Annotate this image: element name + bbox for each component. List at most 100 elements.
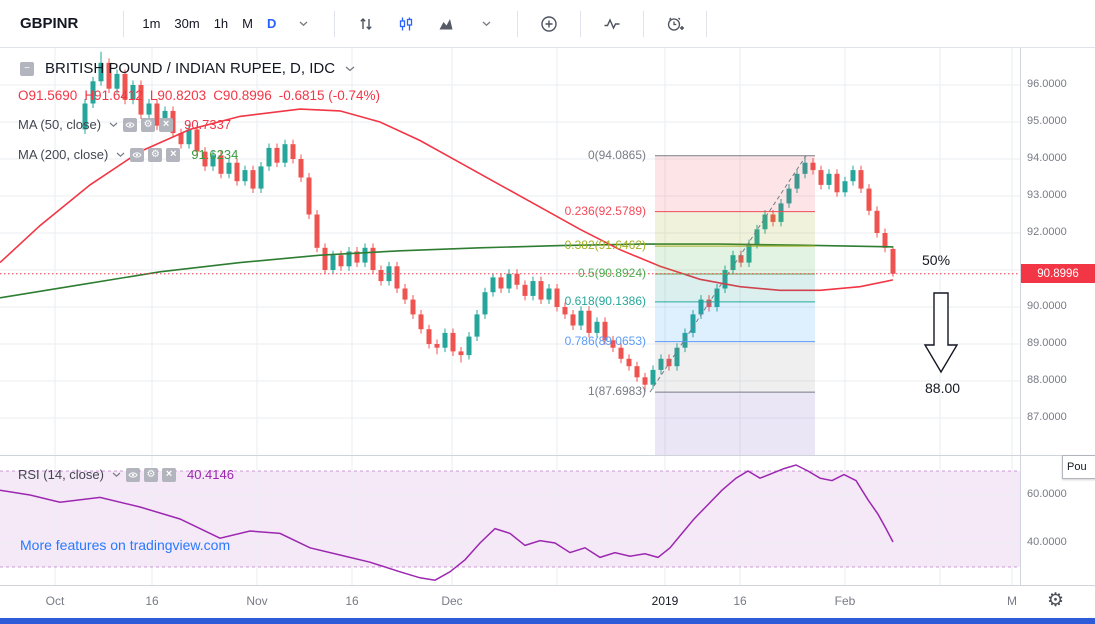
toolbar-separator bbox=[517, 10, 519, 37]
fifty-percent-annotation[interactable]: 50% bbox=[922, 252, 951, 268]
rsi-axis-label: 60.0000 bbox=[1027, 488, 1067, 500]
interval-1m[interactable]: 1m bbox=[142, 16, 161, 31]
close-icon[interactable]: × bbox=[159, 117, 174, 132]
price-axis-label: 94.0000 bbox=[1027, 152, 1067, 164]
settings-gear-icon[interactable]: ⚙ bbox=[143, 467, 158, 482]
fib-level-label[interactable]: 0.5(90.8924) bbox=[577, 265, 646, 280]
rsi-value: 40.4146 bbox=[186, 467, 234, 482]
time-axis-label: 16 bbox=[733, 594, 747, 608]
last-price-tag: 90.8996 bbox=[1021, 264, 1095, 284]
low-value: L90.8203 bbox=[149, 88, 207, 103]
axis-tooltip: Pou bbox=[1062, 455, 1095, 479]
style-dropdown-button[interactable] bbox=[471, 9, 501, 39]
ma50-value: 90.7337 bbox=[184, 117, 232, 132]
toolbar-separator bbox=[706, 10, 708, 37]
chevron-down-icon bbox=[299, 21, 308, 26]
circle-plus-icon bbox=[541, 15, 558, 32]
change-value: -0.6815 (-0.74%) bbox=[278, 88, 381, 103]
time-axis-label: Oct bbox=[45, 594, 65, 608]
close-value: C90.8996 bbox=[213, 88, 272, 103]
price-axis-label: 90.0000 bbox=[1027, 300, 1067, 312]
bottom-accent-bar bbox=[0, 618, 1095, 624]
settings-gear-icon[interactable]: ⚙ bbox=[148, 147, 163, 162]
rsi-pane-canvas[interactable] bbox=[0, 455, 1020, 585]
rsi-legend[interactable]: RSI (14, close) ⚙ × 40.4146 bbox=[18, 467, 234, 482]
price-axis-label: 89.0000 bbox=[1027, 337, 1067, 349]
ma50-line bbox=[0, 108, 894, 292]
settings-gear-icon[interactable]: ⚙ bbox=[141, 117, 156, 132]
price-axis-label: 95.0000 bbox=[1027, 115, 1067, 127]
chevron-down-icon[interactable] bbox=[116, 152, 125, 158]
rsi-line bbox=[0, 464, 894, 581]
time-axis-label: Feb bbox=[834, 594, 856, 608]
area-style-button[interactable] bbox=[431, 9, 461, 39]
price-axis[interactable] bbox=[1020, 48, 1095, 585]
compare-button[interactable] bbox=[534, 9, 564, 39]
top-toolbar: GBPINR 1m 30m 1h M D bbox=[0, 0, 1095, 48]
indicators-squiggle-icon bbox=[604, 17, 620, 30]
candles-layer bbox=[82, 51, 896, 393]
ohlc-bars-icon bbox=[360, 17, 373, 30]
close-icon[interactable]: × bbox=[166, 147, 181, 162]
alert-button[interactable] bbox=[660, 9, 690, 39]
symbol-legend[interactable]: − BRITISH POUND / INDIAN RUPEE, D, IDC bbox=[18, 60, 358, 77]
eye-icon[interactable] bbox=[130, 147, 145, 162]
ma200-line bbox=[0, 243, 894, 299]
eye-icon[interactable] bbox=[125, 467, 140, 482]
collapse-pane-icon[interactable]: − bbox=[20, 61, 34, 76]
ma50-label[interactable]: MA (50, close) bbox=[18, 117, 102, 132]
ma50-legend[interactable]: MA (50, close) ⚙ × 90.7337 bbox=[18, 117, 231, 132]
chevron-down-icon bbox=[482, 21, 491, 26]
down-arrow-annotation[interactable] bbox=[923, 292, 959, 374]
fib-level-label[interactable]: 0.236(92.5789) bbox=[564, 203, 646, 218]
time-axis-label: 16 bbox=[145, 594, 159, 608]
chevron-down-icon[interactable] bbox=[112, 472, 121, 478]
time-axis[interactable] bbox=[0, 585, 1095, 618]
fib-level-label[interactable]: 0.382(91.6462) bbox=[564, 238, 646, 253]
interval-M[interactable]: M bbox=[242, 16, 254, 31]
symbol-title[interactable]: BRITISH POUND / INDIAN RUPEE, D, IDC bbox=[45, 60, 336, 77]
eye-icon[interactable] bbox=[123, 117, 138, 132]
alarm-clock-plus-icon bbox=[667, 17, 684, 31]
fib-level-label[interactable]: 0.786(89.0653) bbox=[564, 333, 646, 348]
price-axis-label: 87.0000 bbox=[1027, 411, 1067, 423]
ma200-label[interactable]: MA (200, close) bbox=[18, 147, 109, 162]
fib-level-label[interactable]: 1(87.6983) bbox=[587, 384, 646, 399]
rsi-label[interactable]: RSI (14, close) bbox=[18, 467, 104, 482]
candles-style-button[interactable] bbox=[391, 9, 421, 39]
interval-D[interactable]: D bbox=[267, 16, 277, 31]
indicators-button[interactable] bbox=[597, 9, 627, 39]
time-axis-label: 16 bbox=[345, 594, 359, 608]
rsi-band bbox=[0, 471, 1020, 567]
main-chart-canvas[interactable] bbox=[0, 48, 1020, 455]
symbol-button[interactable]: GBPINR bbox=[20, 15, 79, 32]
time-axis-label: 2019 bbox=[651, 594, 679, 608]
fib-retracement-drawing[interactable] bbox=[649, 155, 815, 455]
interval-dropdown-button[interactable] bbox=[288, 9, 318, 39]
time-axis-label: Dec bbox=[441, 594, 463, 608]
toolbar-separator bbox=[123, 10, 125, 37]
time-axis-label: Nov bbox=[246, 594, 268, 608]
fib-level-label[interactable]: 0.618(90.1386) bbox=[564, 293, 646, 308]
axis-settings-gear-icon[interactable]: ⚙ bbox=[1047, 590, 1065, 611]
price-target-annotation[interactable]: 88.00 bbox=[925, 380, 961, 396]
price-axis-label: 93.0000 bbox=[1027, 189, 1067, 201]
chevron-down-icon[interactable] bbox=[109, 122, 118, 128]
rsi-axis-label: 40.0000 bbox=[1027, 536, 1067, 548]
area-chart-icon bbox=[439, 18, 453, 29]
ma200-legend[interactable]: MA (200, close) ⚙ × 91.6234 bbox=[18, 147, 238, 162]
toolbar-separator bbox=[643, 10, 645, 37]
interval-30m[interactable]: 30m bbox=[174, 16, 200, 31]
candles-icon bbox=[400, 17, 413, 30]
bars-style-button[interactable] bbox=[351, 9, 381, 39]
close-icon[interactable]: × bbox=[161, 467, 176, 482]
high-value: H91.6412 bbox=[84, 88, 143, 103]
price-axis-label: 92.0000 bbox=[1027, 226, 1067, 238]
interval-1h[interactable]: 1h bbox=[213, 16, 229, 31]
pane-separator[interactable] bbox=[0, 455, 1095, 456]
ma200-value: 91.6234 bbox=[191, 147, 239, 162]
fib-level-label[interactable]: 0(94.0865) bbox=[587, 147, 646, 162]
chevron-down-icon[interactable] bbox=[345, 66, 355, 72]
tradingview-promo-link[interactable]: More features on tradingview.com bbox=[20, 537, 231, 553]
